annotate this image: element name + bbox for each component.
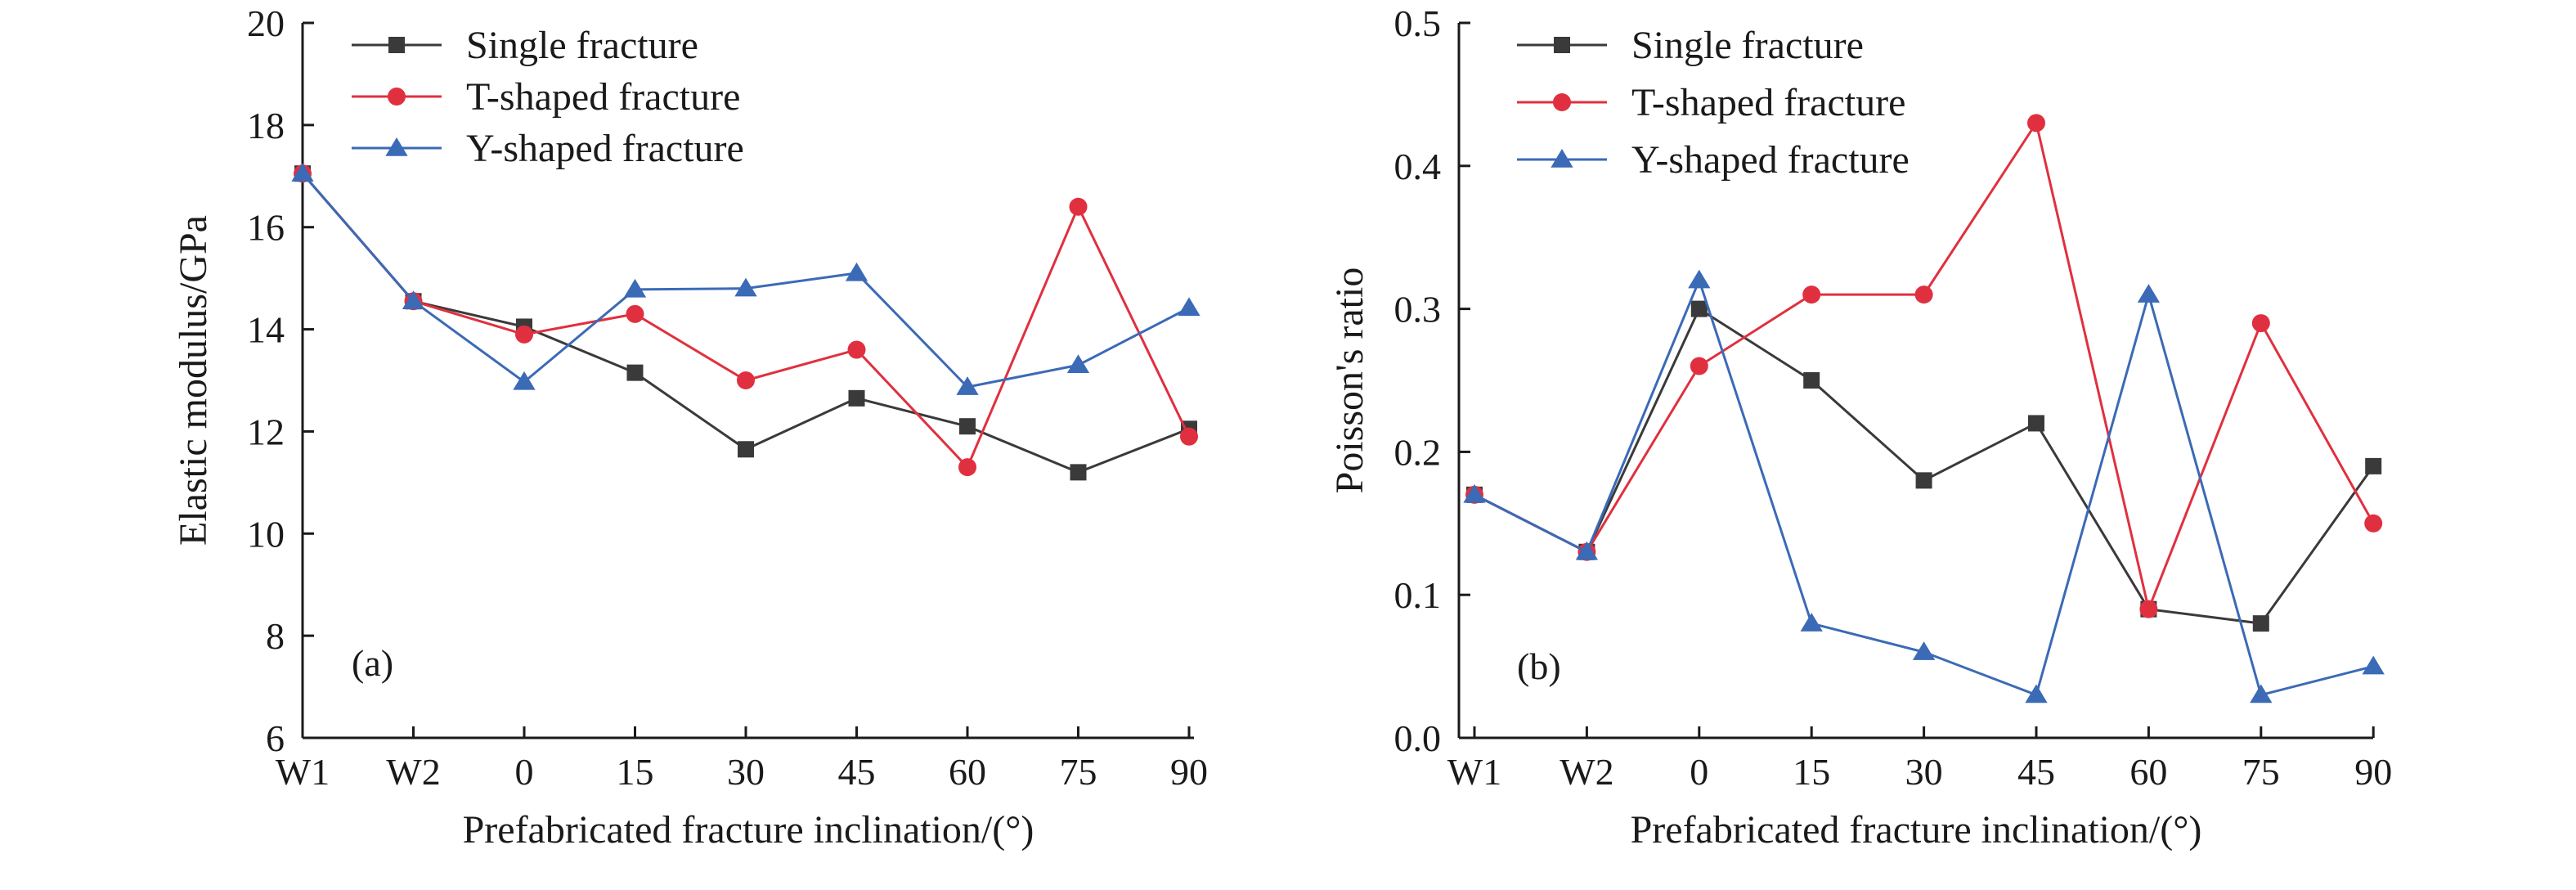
panel-b-data-point — [1575, 541, 1599, 560]
panel-b-series-line-circle — [1474, 119, 2375, 614]
panel-b-x-axis-title: Prefabricated fracture inclination/(°) — [1631, 808, 2202, 852]
panel-a-legend-label: T-shaped fracture — [466, 75, 740, 119]
panel-a-x-tick-label: 60 — [949, 751, 986, 793]
panel-b-y-tick-label: 0.3 — [1394, 289, 1442, 330]
panel-b-data-point — [2028, 415, 2044, 432]
panel-a-series-line-square — [301, 173, 1190, 474]
panel-b-data-point — [2027, 114, 2045, 133]
panel-a-data-point — [848, 389, 865, 407]
panel-b-legend-label: Y-shaped fracture — [1631, 138, 1910, 182]
panel-b-data-point — [1803, 372, 1820, 389]
panel-b-data-point — [2025, 684, 2048, 703]
panel-b-x-tick-label: W2 — [1560, 751, 1613, 793]
panel-a-x-tick-label: W2 — [386, 751, 440, 793]
panel-b-x-tick-label: 45 — [2017, 751, 2055, 793]
panel-b-data-point — [2365, 457, 2382, 474]
panel-b-x-tick-label: 60 — [2129, 751, 2167, 793]
panel-b-data-point — [1912, 641, 1936, 660]
panel-b-y-tick-label: 0.4 — [1394, 146, 1442, 187]
panel-b-x-tick-label: 30 — [1905, 751, 1943, 793]
panel-a-y-tick-label: 14 — [247, 309, 285, 351]
panel-a-x-tick-label: 30 — [727, 751, 765, 793]
panel-a-data-point — [513, 371, 536, 390]
panel-b-data-point — [2137, 284, 2161, 303]
panel-b-data-point — [2139, 600, 2158, 618]
panel-b-legend-label: T-shaped fracture — [1631, 81, 1905, 124]
panel-a-y-axis-title: Elastic modulus/GPa — [172, 215, 215, 546]
panel-a-data-point — [623, 278, 647, 298]
panel-a-data-point — [1069, 197, 1088, 216]
panel-b-x-tick-label: 75 — [2242, 751, 2280, 793]
panel-b-x-tick-label: W1 — [1447, 751, 1501, 793]
panel-a-data-point — [958, 458, 976, 477]
panel-b-data-point — [2251, 314, 2270, 333]
panel-a-y-tick-label: 10 — [247, 513, 285, 555]
panel-b-y-tick-label: 0.5 — [1394, 2, 1442, 44]
panel-a-x-axis-title: Prefabricated fracture inclination/(°) — [463, 808, 1034, 852]
panel-b-data-point — [2362, 655, 2385, 675]
panel-a-data-point — [515, 325, 533, 344]
panel-a-data-point — [734, 277, 757, 297]
panel-a-x-tick-label: 75 — [1060, 751, 1097, 793]
panel-a-x-tick-label: 15 — [617, 751, 654, 793]
panel-a-y-tick-label: 16 — [247, 207, 285, 249]
panel-b-data-point — [1802, 285, 1821, 304]
panel-a-data-point — [1178, 297, 1200, 317]
panel-a-y-tick-label: 12 — [247, 411, 285, 452]
panel-b-data-point — [1914, 285, 1933, 304]
panel-a-legend-marker — [388, 37, 405, 53]
panel-b-label: (b) — [1517, 645, 1561, 687]
panel-a-series-line-circle — [301, 173, 1191, 470]
panel-b-legend-label: Single fracture — [1631, 24, 1864, 67]
panel-b-data-point — [1688, 269, 1711, 289]
panel-b-x-tick-label: 15 — [1793, 751, 1830, 793]
panel-a-data-point — [1180, 427, 1198, 446]
panel-b-series-line-square — [1474, 307, 2375, 625]
panel-a-y-tick-label: 6 — [266, 717, 285, 759]
panel-a-data-point — [1066, 354, 1090, 374]
panel-a-label: (a) — [352, 642, 393, 684]
panel-b-data-point — [1690, 300, 1708, 317]
panel-a-data-point — [738, 441, 754, 458]
panel-b-legend-marker — [1553, 93, 1571, 111]
panel-b-y-tick-label: 0.2 — [1394, 431, 1442, 473]
panel-a-data-point — [847, 340, 866, 359]
panel-a-data-point — [1070, 464, 1087, 481]
panel-b-data-point — [2250, 684, 2273, 703]
panel-b-x-tick-label: 0 — [1690, 751, 1708, 793]
panel-b-data-point — [1915, 472, 1932, 489]
panel-b-data-point — [1463, 483, 1486, 503]
panel-b-data-point — [1800, 613, 1823, 632]
panel-b-data-point — [1690, 357, 1708, 375]
panel-a-data-point — [626, 304, 644, 323]
panel-a-legend-marker — [388, 88, 406, 106]
panel-a-x-tick-label: 45 — [838, 751, 876, 793]
panel-a-y-tick-label: 8 — [266, 615, 285, 657]
panel-b-data-point — [2252, 615, 2269, 632]
panel-a-x-tick-label: 90 — [1170, 751, 1208, 793]
panel-a-x-tick-label: 0 — [515, 751, 534, 793]
panel-a-y-tick-label: 18 — [247, 105, 285, 146]
panel-a-legend-marker — [385, 137, 408, 156]
panel-b-legend-marker — [1554, 37, 1570, 53]
panel-a-data-point — [956, 376, 979, 395]
panel-a-x-tick-label: W1 — [276, 751, 330, 793]
panel-a-data-point — [959, 418, 976, 435]
panel-a-data-point — [402, 290, 425, 309]
panel-b-legend-marker — [1551, 149, 1573, 168]
panel-a-data-point — [626, 364, 644, 381]
panel-b-data-point — [2364, 514, 2383, 533]
panel-a-legend-label: Y-shaped fracture — [466, 127, 744, 170]
panel-a-y-tick-label: 20 — [247, 2, 285, 44]
panel-b-y-tick-label: 0.0 — [1394, 717, 1442, 759]
panel-b-y-tick-label: 0.1 — [1394, 574, 1442, 616]
panel-b-x-tick-label: 90 — [2354, 751, 2392, 793]
panel-a-data-point — [845, 262, 868, 281]
panel-a-data-point — [737, 371, 755, 389]
panel-a-legend-label: Single fracture — [466, 24, 698, 67]
panel-b-y-axis-title: Poisson's ratio — [1328, 267, 1371, 494]
panel-a-data-point — [291, 163, 314, 182]
